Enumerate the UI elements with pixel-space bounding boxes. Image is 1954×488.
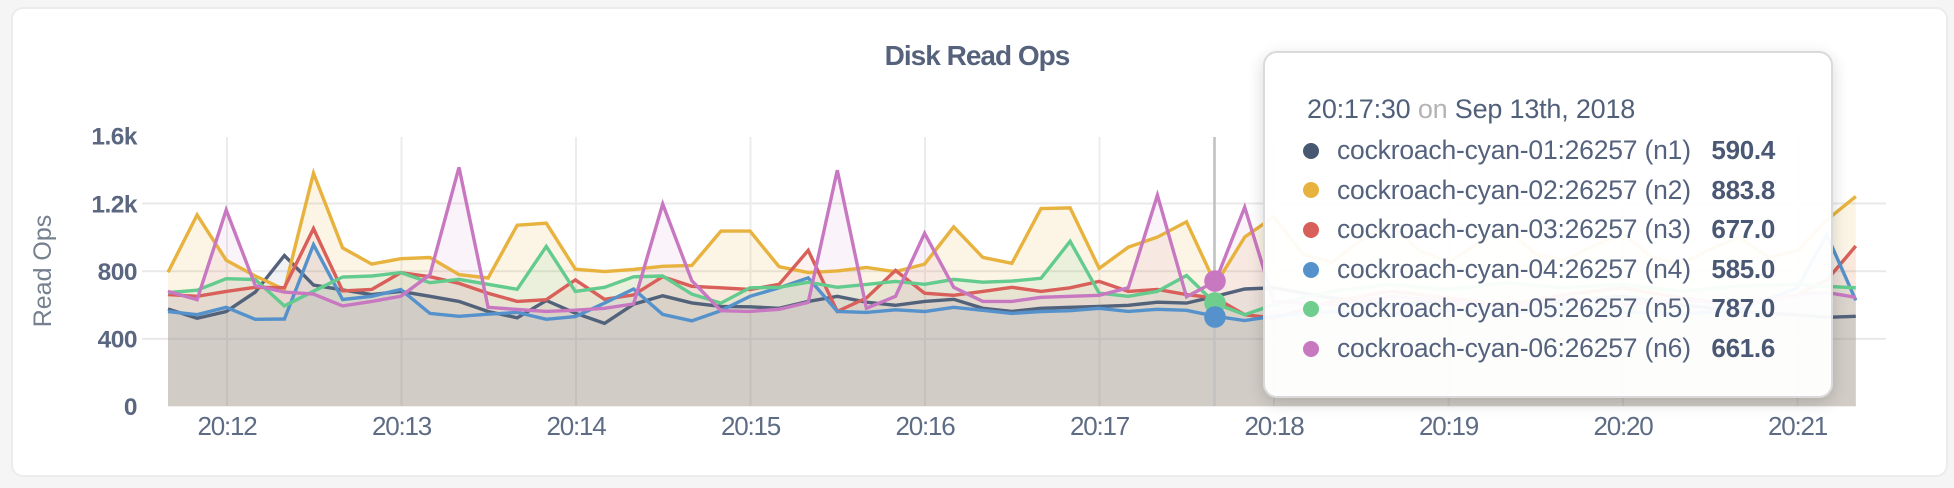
svg-text:20:17: 20:17 xyxy=(1070,411,1130,441)
svg-text:20:15: 20:15 xyxy=(721,411,781,441)
svg-text:1.6k: 1.6k xyxy=(91,123,138,150)
svg-text:1.2k: 1.2k xyxy=(91,191,138,218)
svg-text:20:14: 20:14 xyxy=(546,411,606,441)
svg-text:400: 400 xyxy=(98,327,137,354)
svg-text:Read Ops: Read Ops xyxy=(29,215,57,328)
svg-text:20:12: 20:12 xyxy=(197,411,257,441)
svg-text:800: 800 xyxy=(98,259,137,286)
svg-text:20:20: 20:20 xyxy=(1593,411,1653,441)
svg-text:20:19: 20:19 xyxy=(1419,411,1479,441)
svg-text:0: 0 xyxy=(124,394,137,421)
svg-text:20:16: 20:16 xyxy=(895,411,955,441)
svg-text:20:21: 20:21 xyxy=(1768,411,1828,441)
svg-text:20:18: 20:18 xyxy=(1244,411,1304,441)
svg-text:20:13: 20:13 xyxy=(372,411,432,441)
